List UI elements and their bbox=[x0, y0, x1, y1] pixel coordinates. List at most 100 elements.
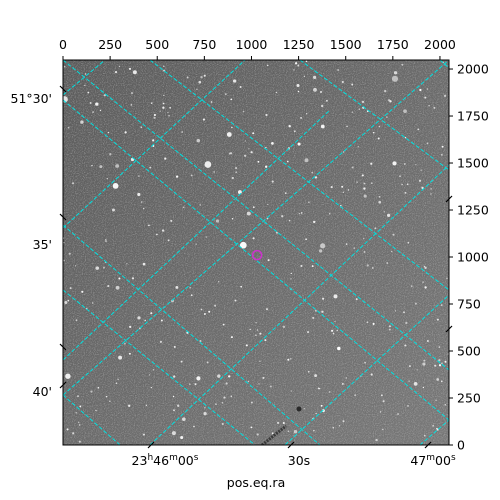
dec-tick-label: 51°30' bbox=[11, 91, 53, 106]
y-tick-label: 2000 bbox=[457, 62, 489, 77]
star bbox=[438, 364, 442, 367]
star bbox=[75, 319, 78, 322]
star bbox=[415, 164, 417, 166]
star bbox=[418, 179, 422, 182]
star bbox=[380, 394, 383, 397]
star bbox=[259, 332, 262, 335]
star bbox=[256, 433, 259, 436]
star bbox=[320, 404, 323, 407]
star bbox=[118, 277, 121, 280]
star bbox=[287, 430, 290, 433]
star bbox=[105, 240, 107, 242]
star bbox=[399, 175, 401, 178]
star bbox=[245, 344, 248, 347]
star bbox=[173, 345, 176, 348]
star bbox=[230, 98, 233, 101]
star bbox=[71, 182, 75, 185]
star bbox=[181, 131, 184, 133]
grid-line bbox=[63, 289, 256, 445]
pixel-axis-ticks: 0 250 500 750 1000 1250 1500 1750 2000 0 250 500 750… bbox=[59, 37, 489, 453]
star bbox=[163, 94, 165, 97]
star bbox=[307, 370, 310, 373]
star bbox=[397, 413, 399, 415]
y-tick-label: 1000 bbox=[457, 250, 489, 265]
star bbox=[144, 319, 146, 322]
star bbox=[150, 102, 153, 104]
star bbox=[177, 404, 180, 407]
star bbox=[152, 368, 155, 371]
star bbox=[264, 339, 267, 342]
star bbox=[240, 285, 243, 288]
x-tick-label: 250 bbox=[98, 37, 122, 52]
star bbox=[107, 285, 110, 288]
star bbox=[162, 106, 165, 109]
star bbox=[161, 229, 165, 232]
y-tick-label: 1750 bbox=[457, 109, 489, 124]
axes-frame bbox=[62, 59, 450, 446]
star bbox=[196, 88, 198, 90]
star bbox=[314, 374, 318, 378]
star bbox=[267, 259, 270, 262]
star bbox=[405, 321, 408, 325]
star bbox=[129, 325, 132, 329]
star bbox=[311, 171, 313, 174]
star bbox=[163, 65, 165, 68]
star bbox=[436, 378, 440, 381]
star bbox=[74, 265, 77, 267]
star bbox=[286, 160, 289, 163]
star bbox=[401, 63, 404, 66]
star bbox=[404, 136, 407, 139]
star bbox=[107, 131, 110, 134]
grid-line bbox=[284, 294, 449, 445]
star bbox=[69, 287, 72, 290]
star bbox=[64, 300, 68, 305]
star bbox=[298, 213, 301, 215]
star bbox=[351, 111, 354, 113]
grid-line bbox=[63, 394, 121, 445]
star bbox=[337, 69, 339, 71]
star bbox=[252, 206, 255, 209]
star bbox=[401, 183, 403, 186]
star bbox=[370, 182, 373, 184]
star bbox=[189, 383, 191, 385]
star bbox=[84, 84, 86, 87]
star bbox=[257, 160, 260, 163]
star bbox=[235, 167, 238, 170]
star bbox=[229, 152, 233, 155]
star bbox=[99, 165, 103, 169]
star bbox=[379, 411, 382, 413]
star bbox=[290, 390, 292, 392]
star bbox=[293, 430, 298, 434]
star bbox=[356, 181, 358, 183]
star bbox=[266, 308, 268, 311]
star bbox=[137, 316, 141, 320]
star bbox=[203, 412, 207, 416]
star bbox=[284, 192, 287, 194]
star bbox=[391, 75, 399, 82]
grid-line bbox=[299, 60, 449, 171]
star bbox=[438, 346, 441, 348]
star bbox=[420, 169, 422, 171]
star bbox=[63, 259, 65, 262]
star bbox=[378, 125, 381, 128]
star bbox=[351, 83, 354, 86]
star bbox=[370, 373, 373, 376]
star bbox=[126, 263, 128, 265]
star bbox=[203, 74, 206, 77]
star bbox=[153, 116, 156, 119]
star bbox=[346, 125, 348, 127]
star bbox=[167, 239, 170, 242]
star bbox=[172, 395, 175, 398]
star bbox=[169, 107, 171, 109]
star bbox=[225, 382, 228, 385]
star bbox=[112, 183, 119, 189]
star bbox=[124, 342, 126, 345]
star bbox=[392, 161, 397, 166]
star bbox=[265, 165, 268, 168]
grid-line bbox=[439, 60, 449, 69]
star bbox=[290, 278, 292, 280]
x-tick-label: 0 bbox=[59, 37, 67, 52]
star bbox=[128, 67, 132, 70]
star bbox=[149, 166, 152, 169]
